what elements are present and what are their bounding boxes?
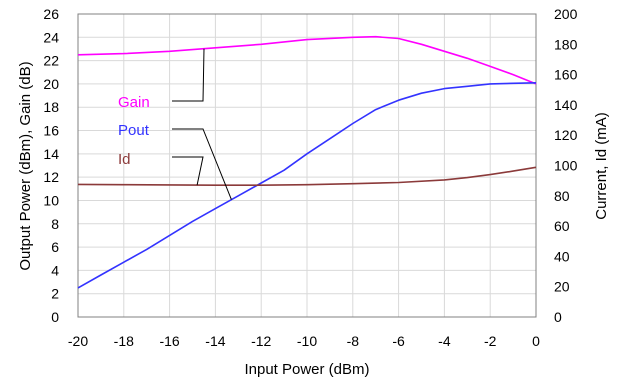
legend-label-id: Id: [118, 151, 131, 168]
x-tick-label: -10: [297, 333, 317, 349]
x-tick-label: -4: [438, 333, 451, 349]
y-tick-label: 24: [43, 29, 59, 45]
series-line-pout: [77, 82, 537, 289]
y-tick-label: 10: [43, 192, 59, 208]
series-line-gain: [77, 35, 537, 85]
y-tick-label: 0: [51, 309, 59, 325]
plot-frame: [77, 13, 537, 318]
y2-tick-label: 200: [554, 6, 578, 22]
legend-leader-lines: [172, 48, 232, 200]
y-tick-label: 18: [43, 99, 59, 115]
series-line-id: [77, 166, 537, 186]
y-tick-label: 6: [51, 239, 59, 255]
y2-tick-label: 60: [554, 218, 570, 234]
y-axis-title: Output Power (dBm), Gain (dB): [17, 61, 34, 270]
y2-tick-label: 160: [554, 67, 578, 83]
x-tick-label: -2: [484, 333, 497, 349]
y-tick-label: 8: [51, 216, 59, 232]
y2-axis-title: Current, Id (mA): [593, 112, 610, 220]
legend-label-gain: Gain: [118, 94, 150, 111]
leader-line-id: [172, 156, 204, 186]
y2-tick-label: 80: [554, 188, 570, 204]
x-tick-label: -18: [114, 333, 134, 349]
y2-tick-label: 0: [554, 309, 562, 325]
y-tick-label: 4: [51, 262, 59, 278]
y2-tick-labels: 0 20 40 60 80 100 120 140 160 180 200: [554, 6, 578, 325]
x-tick-label: -12: [251, 333, 271, 349]
x-tick-label: 0: [532, 333, 540, 349]
y2-tick-label: 20: [554, 279, 570, 295]
x-axis-title: Input Power (dBm): [244, 361, 369, 378]
y2-tick-label: 100: [554, 158, 578, 174]
x-tick-label: -8: [347, 333, 360, 349]
y-tick-label: 26: [43, 6, 59, 22]
series-lines: [77, 35, 537, 289]
y2-tick-label: 40: [554, 248, 570, 264]
y-tick-label: 20: [43, 76, 59, 92]
leader-line-pout: [172, 128, 232, 200]
y2-tick-label: 140: [554, 97, 578, 113]
y-tick-label: 12: [43, 169, 59, 185]
x-tick-labels: -20 -18 -16 -14 -12 -10 -8 -6 -4 -2 0: [68, 333, 540, 349]
y2-tick-label: 180: [554, 36, 578, 52]
leader-line-gain: [172, 48, 205, 102]
y-tick-label: 16: [43, 123, 59, 139]
y-tick-label: 22: [43, 53, 59, 69]
y-tick-label: 14: [43, 146, 59, 162]
x-tick-label: -14: [205, 333, 225, 349]
y2-tick-label: 120: [554, 127, 578, 143]
legend: Gain Pout Id: [118, 94, 150, 168]
legend-label-pout: Pout: [118, 122, 150, 139]
x-tick-label: -16: [159, 333, 179, 349]
x-tick-label: -6: [392, 333, 405, 349]
y-tick-label: 2: [51, 286, 59, 302]
x-tick-label: -20: [68, 333, 88, 349]
